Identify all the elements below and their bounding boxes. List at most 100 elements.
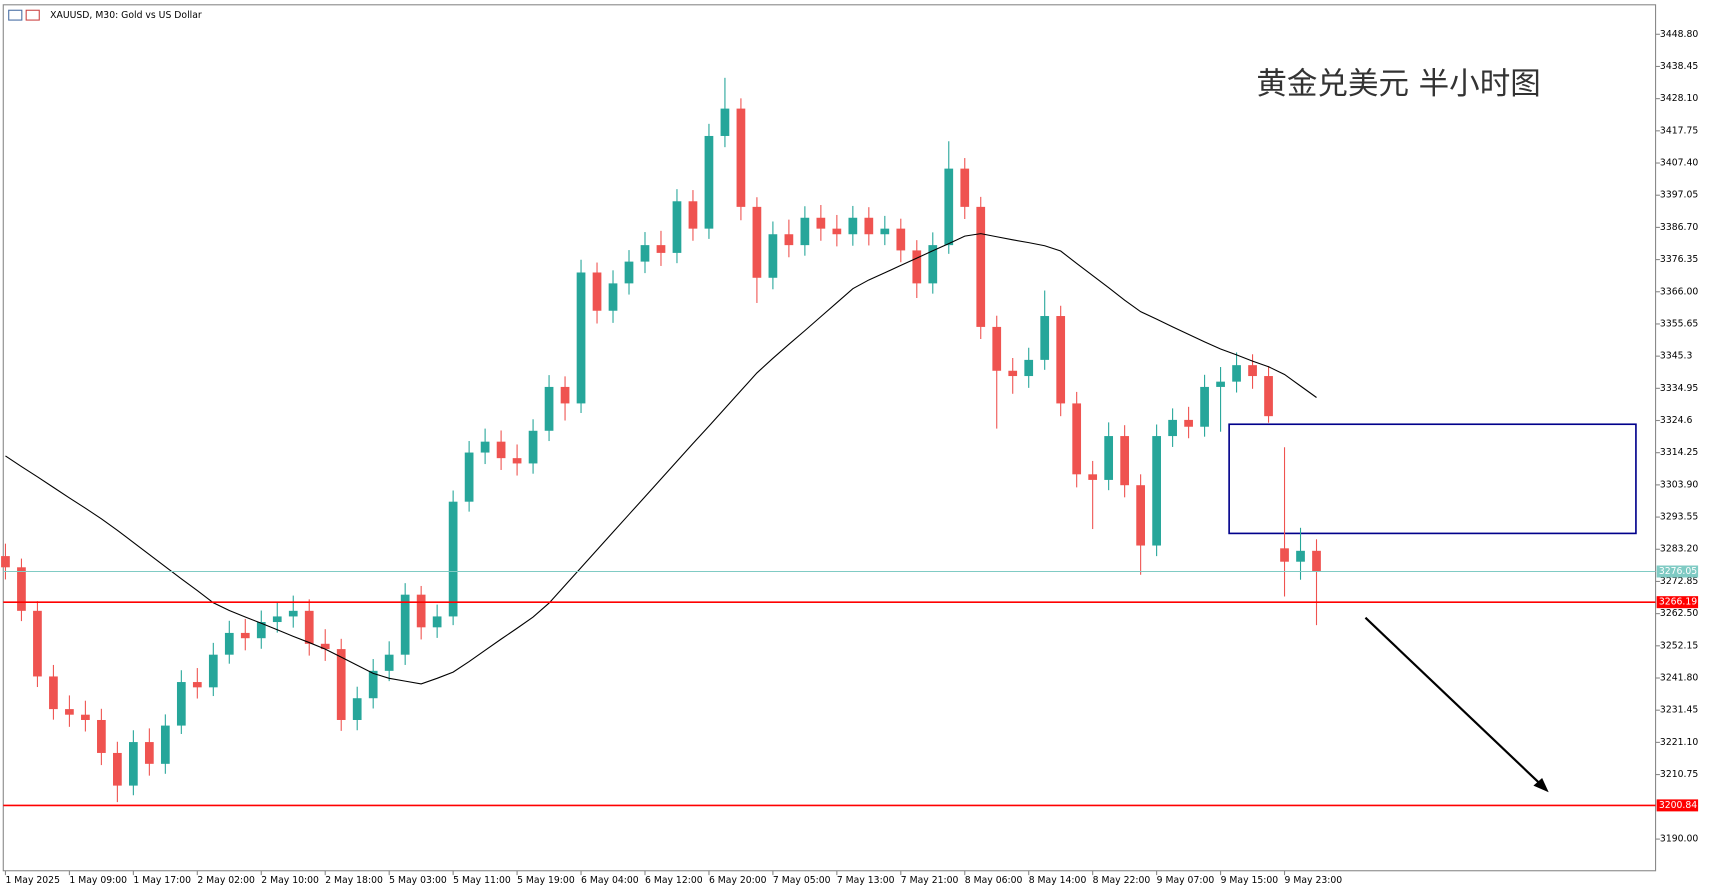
candle-body [1072,403,1082,475]
candle-body [65,709,74,715]
candle-body [736,108,746,207]
candle [576,259,586,414]
candle-body [912,250,922,284]
x-tick-label: 5 May 19:00 [517,875,575,886]
x-tick-label: 2 May 02:00 [197,875,255,886]
candle-body [672,201,682,253]
candle [176,670,186,734]
x-tick-label: 9 May 15:00 [1221,875,1279,886]
candle [272,602,282,633]
level-label: 3200.84 [1659,800,1697,811]
candle [368,659,378,709]
candle [17,558,26,622]
candle [1312,539,1321,626]
trend-arrow [1364,616,1549,793]
candle [640,232,650,274]
candle-body [512,458,522,464]
candle [928,232,938,294]
candle [480,428,490,465]
candle [704,123,714,239]
candle [1184,406,1193,439]
x-tick-label: 6 May 04:00 [581,875,639,886]
moving-average [5,233,1317,685]
candle [1248,354,1257,389]
x-tick-label: 2 May 10:00 [261,875,319,886]
candle-body [992,326,1002,371]
plot-frame [2,4,1657,872]
candle-body [1024,359,1034,377]
candle-body [320,643,330,650]
candle [512,444,522,476]
candle-body [1200,386,1209,427]
y-tick-label: 3221.10 [1660,737,1698,748]
candle-body [208,654,218,688]
candle [304,599,314,656]
candle-body [1312,550,1321,572]
candle-body [192,682,202,688]
candle-body [1248,365,1257,377]
candle-body [816,217,826,229]
y-tick-label: 3366.00 [1660,286,1698,297]
y-tick-label: 3407.40 [1660,158,1698,169]
candle-body [608,283,618,311]
candle [1088,460,1098,530]
candle-body [1088,474,1098,480]
y-tick-label: 3428.10 [1660,93,1698,104]
y-tick-label: 3334.95 [1660,383,1698,394]
candle-body [1008,370,1018,377]
candle-body [528,430,538,464]
candle [256,610,266,649]
candle [688,190,698,241]
candle [33,601,42,688]
candle [97,708,106,766]
annotation: 黄金兑美元 半小时图 [1256,67,1540,102]
candle-body [800,217,810,246]
candle [1120,425,1130,498]
y-tick-label: 3283.20 [1660,544,1698,555]
candle [1104,422,1114,491]
candle-body [928,245,938,284]
y-tick-label: 3376.35 [1660,254,1698,265]
y-tick-label: 3252.15 [1660,640,1698,651]
y-tick-label: 3355.65 [1660,318,1698,329]
candle-body [944,168,954,246]
candle [752,197,762,303]
y-tick-label: 3345.3 [1660,351,1693,362]
candle-body [304,610,314,644]
candle [1040,290,1050,370]
level-label: 3276.05 [1659,566,1697,577]
y-tick-label: 3190.00 [1660,834,1698,845]
candle-body [97,719,106,753]
candle [113,741,122,803]
x-tick-label: 7 May 05:00 [773,875,831,886]
candle [672,189,682,264]
candle [1152,424,1161,557]
candle [496,430,506,470]
candle-body [176,682,186,726]
candle [144,728,154,776]
candle-body [272,616,282,623]
y-tick-label: 3448.80 [1660,29,1698,40]
candle-body [416,594,426,628]
candle-body [576,272,586,404]
candle-body [752,206,762,278]
candle [464,441,474,512]
candle [1264,366,1273,423]
candle [352,686,362,731]
candle-body [17,567,26,611]
candle [448,490,458,626]
candle-body [1168,419,1177,437]
candle-body [256,622,266,639]
candle-body [624,261,634,284]
x-tick-label: 2 May 18:00 [325,875,383,886]
candle [81,700,90,732]
x-tick-label: 1 May 09:00 [69,875,127,886]
candle-body [49,676,58,710]
candle-body [688,201,698,229]
candle [720,77,730,148]
candle [1232,352,1241,393]
x-tick-label: 8 May 06:00 [965,875,1023,886]
candle-body [1232,365,1241,382]
candle-body [960,168,970,207]
